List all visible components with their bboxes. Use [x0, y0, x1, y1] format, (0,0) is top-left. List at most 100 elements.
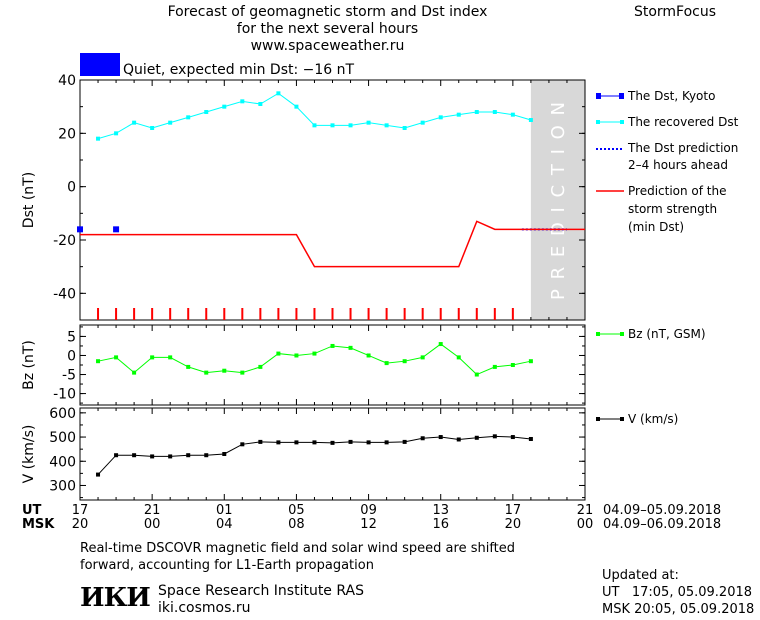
data-point	[114, 131, 119, 136]
legend-label-prediction-2: 2–4 hours ahead	[628, 158, 728, 172]
v-panel: 600 500 400 300 V (km/s)	[21, 406, 586, 501]
status-swatch	[80, 53, 120, 76]
data-point	[528, 436, 533, 441]
data-point	[132, 453, 137, 458]
data-point	[348, 439, 353, 444]
data-point	[276, 440, 281, 445]
data-point	[330, 440, 335, 445]
data-point	[150, 454, 155, 459]
data-point	[276, 351, 281, 356]
data-point	[150, 355, 155, 360]
data-point	[420, 436, 425, 441]
legend-label-storm-2: storm strength	[628, 202, 717, 216]
data-point	[492, 434, 497, 439]
data-point	[528, 118, 533, 122]
data-point	[330, 123, 335, 128]
y-tick-label: -40	[53, 286, 76, 302]
data-point	[348, 123, 353, 128]
data-point	[402, 126, 407, 130]
status-text: Quiet, expected min Dst: −16 nT	[123, 62, 355, 78]
y-tick-label: 5	[67, 329, 76, 345]
prediction-band-label: P R E D I C T I O N	[548, 100, 569, 300]
legend-label-storm-3: (min Dst)	[628, 220, 684, 234]
data-point	[186, 364, 191, 369]
institute-url[interactable]: iki.cosmos.ru	[158, 600, 251, 616]
data-point	[456, 437, 461, 442]
chart-title-line1: Forecast of geomagnetic storm and Dst in…	[167, 4, 488, 20]
data-point	[312, 351, 317, 356]
data-point	[438, 115, 443, 120]
data-point	[366, 353, 371, 358]
msk-tick-label: 20	[505, 517, 522, 532]
legend: The Dst, Kyoto The recovered Dst The Dst p…	[596, 89, 739, 426]
data-point	[456, 355, 461, 360]
ut-tick-label: 05	[288, 503, 305, 518]
data-point	[366, 120, 371, 125]
legend-label-dst-kyoto: The Dst, Kyoto	[627, 89, 715, 103]
footer-note-line2: forward, accounting for L1-Earth propaga…	[80, 558, 374, 573]
y-tick-label: 600	[49, 406, 76, 422]
plot-frame	[79, 79, 586, 321]
data-point	[204, 370, 209, 375]
data-point	[222, 368, 227, 373]
data-point	[240, 442, 245, 447]
data-point	[204, 110, 209, 114]
data-point	[222, 104, 227, 109]
data-point	[474, 435, 479, 440]
data-point	[348, 345, 353, 350]
data-point	[258, 439, 263, 444]
data-point	[294, 440, 299, 445]
msk-tick-label: 20	[72, 517, 89, 532]
legend-marker	[596, 332, 600, 336]
brand-name: StormFocus	[633, 4, 717, 20]
ut-tick-label: 17	[72, 503, 89, 518]
y-tick-label: 20	[58, 126, 76, 142]
website-link[interactable]: www.spaceweather.ru	[250, 38, 405, 54]
data-point	[132, 370, 137, 375]
data-point	[258, 364, 263, 369]
data-point	[186, 115, 191, 120]
iki-logo: ИКИ	[80, 583, 151, 613]
data-point	[330, 343, 335, 348]
data-point	[474, 372, 479, 377]
legend-marker	[620, 332, 624, 336]
data-point	[96, 359, 101, 364]
legend-marker	[620, 120, 624, 124]
y-tick-label: 500	[49, 430, 76, 446]
data-point	[258, 102, 263, 106]
y-tick-label: -10	[53, 387, 76, 403]
series-line	[97, 343, 531, 376]
y-tick-label: -5	[62, 368, 76, 384]
data-point	[510, 363, 515, 367]
data-point	[132, 120, 137, 125]
bz-panel: 5 0 -5 -10 Bz (nT)	[21, 324, 586, 406]
legend-marker	[596, 93, 601, 99]
footer-note-line1: Real-time DSCOVR magnetic field and sola…	[80, 541, 516, 556]
data-point	[438, 342, 443, 347]
data-point	[276, 91, 281, 96]
ut-tick-label: 13	[432, 503, 449, 518]
data-point	[240, 99, 245, 104]
legend-label-prediction-1: The Dst prediction	[627, 141, 738, 155]
dst-panel: P R E D I C T I O N 40 20 0 -20 -40 Dst (nT)	[21, 73, 586, 321]
legend-marker	[596, 120, 600, 124]
data-point	[150, 126, 155, 130]
data-point	[402, 359, 407, 364]
y-tick-label: -20	[53, 233, 76, 249]
legend-label-bz: Bz (nT, GSM)	[628, 327, 706, 341]
y-tick-label: 300	[49, 478, 76, 494]
legend-marker	[596, 417, 600, 421]
data-point	[114, 453, 119, 458]
data-point	[474, 110, 479, 114]
y-tick-label: 40	[58, 73, 76, 89]
series-line	[97, 92, 532, 140]
data-point	[384, 123, 389, 128]
institute-name: Space Research Institute RAS	[158, 583, 364, 599]
data-point	[114, 355, 119, 360]
data-point	[438, 435, 443, 440]
data-point	[510, 435, 515, 440]
msk-tick-label: 00	[144, 517, 161, 532]
data-point	[294, 104, 299, 109]
